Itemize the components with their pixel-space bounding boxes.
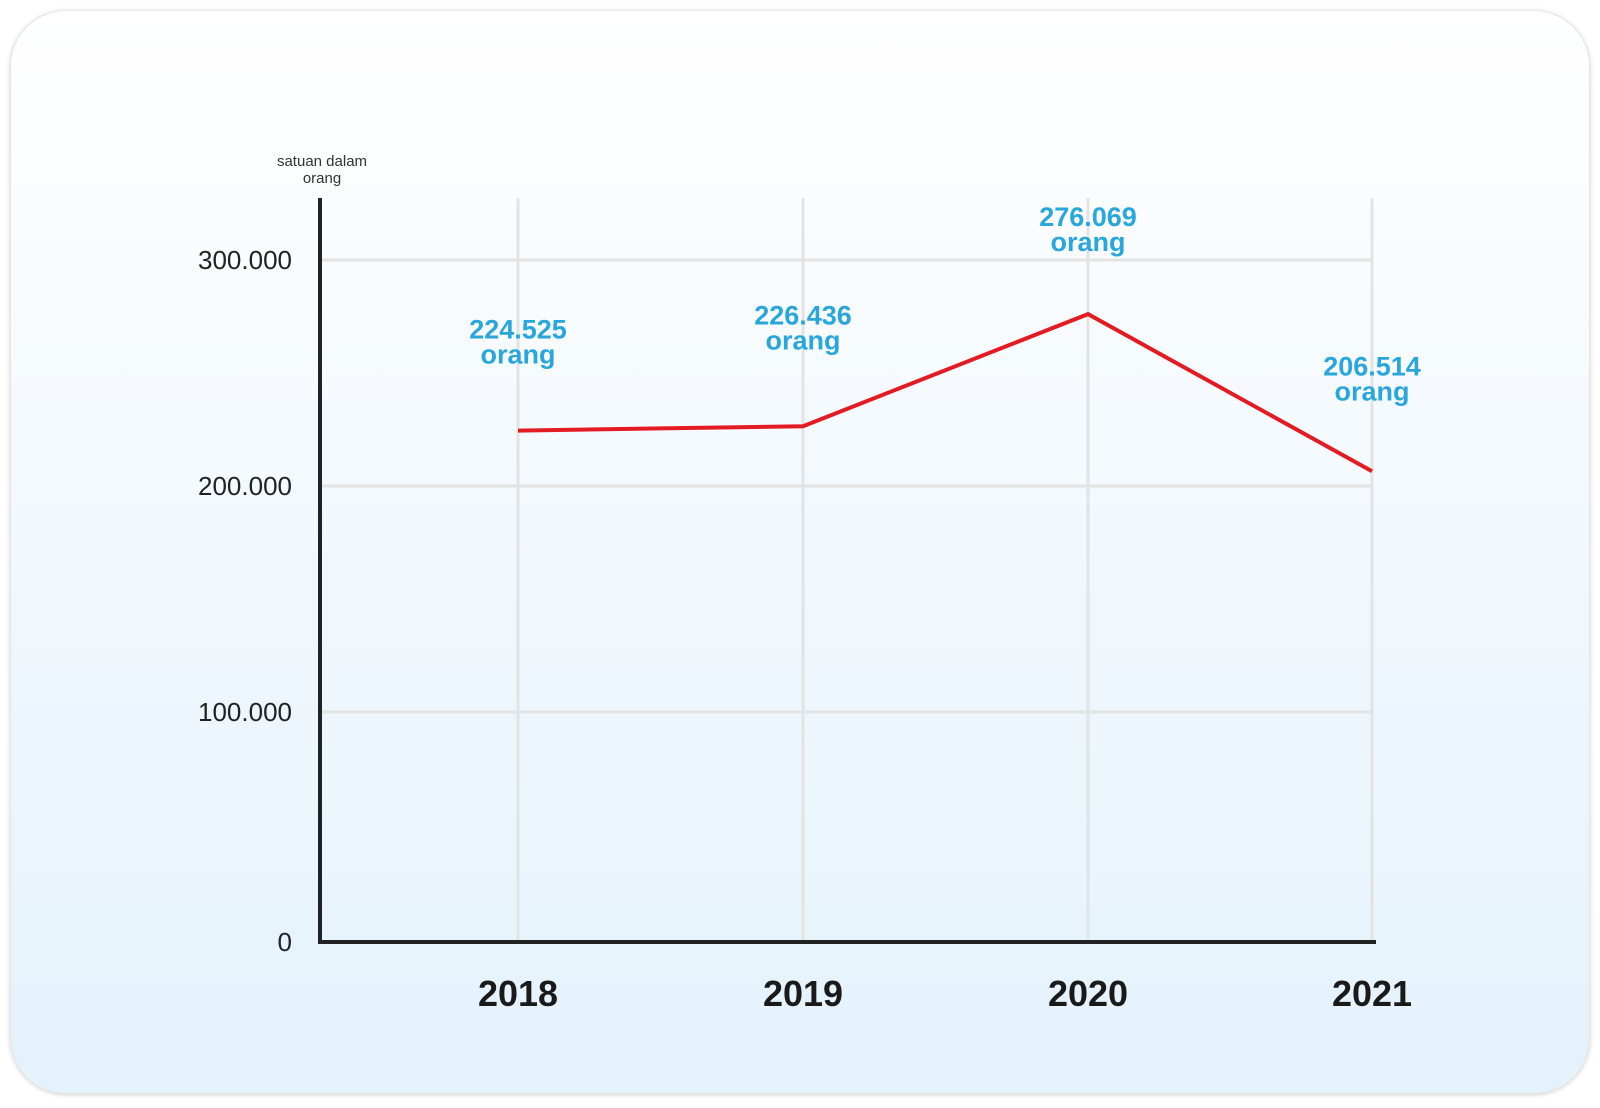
data-label-unit: orang (765, 325, 840, 355)
axes (318, 198, 1376, 944)
x-tick-label: 2020 (1048, 973, 1128, 1014)
chart-card (10, 10, 1590, 1094)
data-label-value: 224.525 (469, 315, 567, 345)
x-tick-label: 2019 (763, 973, 843, 1014)
x-tick-label: 2021 (1332, 973, 1412, 1014)
y-tick-label: 300.000 (198, 245, 292, 275)
data-label-value: 206.514 (1323, 351, 1421, 381)
grid (320, 198, 1374, 942)
data-label-unit: orang (1334, 376, 1409, 406)
series-line (517, 311, 1373, 474)
data-label-unit: orang (1050, 227, 1125, 257)
data-label-value: 276.069 (1039, 202, 1137, 232)
series (517, 311, 1373, 474)
y-tick-label: 100.000 (198, 697, 292, 727)
x-tick-label: 2018 (478, 973, 558, 1014)
unit-label-line-2: orang (303, 170, 341, 187)
data-labels: 224.525orang226.436orang276.069orang206.… (469, 202, 1421, 406)
y-tick-label: 200.000 (198, 471, 292, 501)
y-tick-label: 0 (278, 927, 292, 957)
data-label-unit: orang (480, 340, 555, 370)
unit-label-line-1: satuan dalam (277, 153, 367, 170)
tick-labels: 0 100.000 200.000 300.000 2018 2019 2020 2021 (198, 245, 1412, 1014)
data-label-value: 226.436 (754, 300, 852, 330)
